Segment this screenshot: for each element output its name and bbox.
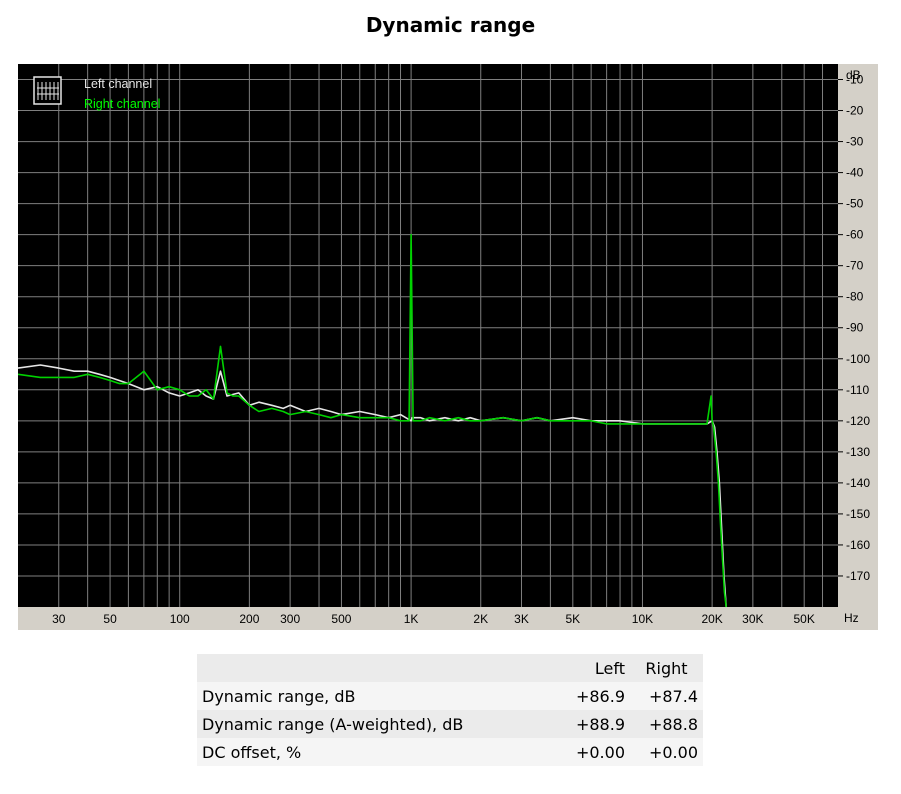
results-row-label: Dynamic range, dB bbox=[202, 686, 356, 706]
series-right-channel bbox=[18, 233, 727, 608]
x-tick-label: 1K bbox=[404, 612, 419, 626]
y-tick-label: -80 bbox=[846, 290, 864, 304]
results-row-label: DC offset, % bbox=[202, 742, 302, 762]
y-tick-label: -150 bbox=[846, 507, 870, 521]
y-tick-label: -70 bbox=[846, 259, 864, 273]
x-tick-label: 100 bbox=[170, 612, 190, 626]
x-tick-label: 50 bbox=[103, 612, 117, 626]
results-row-right: +87.4 bbox=[648, 686, 698, 706]
results-row: Dynamic range (A-weighted), dB +88.9 +88… bbox=[197, 710, 703, 738]
spectrum-chart: -10 -20 -30 -40 -50 -60 -70 -80 -90 -100 -110 -120 -… bbox=[18, 64, 870, 626]
legend-chart-icon bbox=[37, 82, 59, 100]
x-axis-ticks: 30 50 100 200 300 500 1K 2K 3K 5K 10K 20K 30K 50K bbox=[52, 612, 815, 626]
x-tick-label: 50K bbox=[794, 612, 815, 626]
x-tick-label: 2K bbox=[473, 612, 488, 626]
y-tick-label: -160 bbox=[846, 538, 870, 552]
chart-title: Dynamic range bbox=[365, 13, 536, 37]
results-table: Left Right Dynamic range, dB +86.9 +87.4… bbox=[197, 654, 703, 766]
results-row-left: +0.00 bbox=[575, 742, 625, 762]
results-header-right: Right bbox=[645, 658, 688, 678]
y-tick-label: -10 bbox=[846, 73, 864, 87]
y-tick-label: -90 bbox=[846, 321, 864, 335]
results-header-row: Left Right bbox=[197, 654, 703, 682]
legend-left-channel: Left channel bbox=[84, 77, 152, 91]
y-unit-label: dB bbox=[846, 68, 861, 82]
plot-area bbox=[18, 64, 838, 607]
grid-lines bbox=[18, 64, 838, 607]
y-tick-label: -120 bbox=[846, 414, 870, 428]
x-tick-label: 5K bbox=[565, 612, 580, 626]
legend-right-channel: Right channel bbox=[84, 97, 160, 111]
x-tick-label: 30K bbox=[742, 612, 763, 626]
x-tick-label: 200 bbox=[239, 612, 259, 626]
y-axis-ticks: -10 -20 -30 -40 -50 -60 -70 -80 -90 -100 -110 -120 -… bbox=[838, 73, 870, 583]
x-tick-label: 3K bbox=[514, 612, 529, 626]
results-header-left: Left bbox=[594, 658, 625, 678]
y-tick-label: -100 bbox=[846, 352, 870, 366]
x-unit-label: Hz bbox=[844, 611, 859, 625]
x-tick-label: 30 bbox=[52, 612, 66, 626]
y-tick-label: -20 bbox=[846, 104, 864, 118]
results-row: DC offset, % +0.00 +0.00 bbox=[197, 738, 703, 766]
results-header-empty bbox=[197, 654, 557, 682]
x-tick-label: 20K bbox=[701, 612, 722, 626]
legend: Left channel Right channel bbox=[33, 76, 160, 111]
x-tick-label: 500 bbox=[331, 612, 351, 626]
results-row: Dynamic range, dB +86.9 +87.4 bbox=[197, 682, 703, 710]
y-tick-label: -50 bbox=[846, 197, 864, 211]
results-row-right: +88.8 bbox=[648, 714, 698, 734]
y-tick-label: -140 bbox=[846, 476, 870, 490]
results-row-label: Dynamic range (A-weighted), dB bbox=[202, 714, 464, 734]
x-tick-label: 10K bbox=[632, 612, 653, 626]
series-lines bbox=[18, 233, 727, 608]
y-tick-label: -30 bbox=[846, 135, 864, 149]
y-tick-label: -60 bbox=[846, 228, 864, 242]
y-tick-label: -110 bbox=[846, 383, 869, 397]
results-row-left: +86.9 bbox=[575, 686, 625, 706]
y-tick-label: -130 bbox=[846, 445, 870, 459]
y-tick-label: -170 bbox=[846, 569, 870, 583]
results-row-left: +88.9 bbox=[575, 714, 625, 734]
x-tick-label: 300 bbox=[280, 612, 300, 626]
results-row-right: +0.00 bbox=[648, 742, 698, 762]
y-tick-label: -40 bbox=[846, 166, 864, 180]
